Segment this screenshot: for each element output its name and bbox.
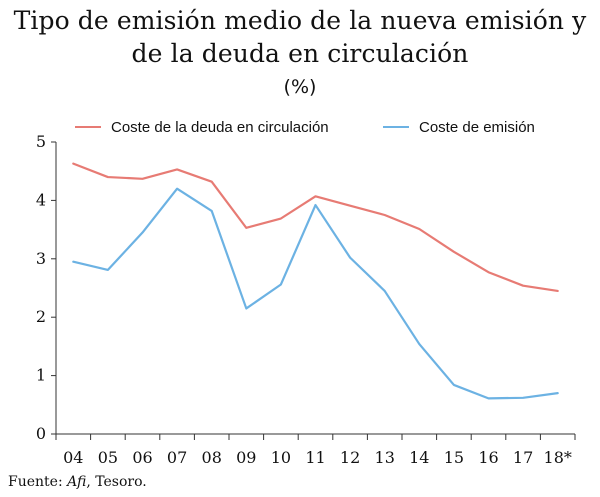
x-tick-label: 11: [305, 448, 325, 467]
source-note: Fuente: Afi, Tesoro.: [8, 474, 147, 490]
source-italic: Afi: [67, 474, 87, 490]
legend-label-deuda-circulacion: Coste de la deuda en circulación: [111, 118, 329, 136]
x-tick-label: 04: [63, 448, 83, 467]
legend-swatch-deuda-circulacion: [75, 126, 101, 128]
chart-title-line-2: de la deuda en circulación: [131, 39, 469, 68]
y-tick-label: 1: [36, 366, 46, 385]
x-tick-label: 05: [98, 448, 118, 467]
x-tick-label: 17: [513, 448, 533, 467]
legend-item-coste-emision: Coste de emisión: [383, 117, 535, 137]
y-tick-label: 5: [36, 132, 46, 151]
x-tick-label: 15: [444, 448, 464, 467]
x-tick-label: 10: [271, 448, 291, 467]
x-tick-label: 18*: [544, 448, 572, 467]
chart-subtitle: (%): [283, 76, 317, 98]
x-tick-label: 06: [132, 448, 152, 467]
chart-title-line-1: Tipo de emisión medio de la nueva emisió…: [13, 6, 587, 35]
x-tick-label: 14: [409, 448, 429, 467]
x-tick-label: 13: [375, 448, 395, 467]
x-tick-label: 09: [236, 448, 256, 467]
x-tick-label: 07: [167, 448, 187, 467]
x-tick-label: 12: [340, 448, 360, 467]
series-line-coste-emision: [72, 187, 559, 400]
legend-swatch-coste-emision: [383, 126, 409, 128]
x-tick-label: 16: [478, 448, 498, 467]
source-prefix: Fuente:: [8, 474, 68, 490]
legend-label-coste-emision: Coste de emisión: [419, 118, 535, 136]
y-tick-label: 0: [36, 424, 46, 443]
y-tick-label: 4: [36, 190, 46, 209]
source-suffix: , Tesoro.: [86, 474, 147, 490]
y-tick-label: 3: [36, 249, 46, 268]
legend-item-deuda-circulacion: Coste de la deuda en circulación: [75, 117, 329, 137]
x-tick-label: 08: [202, 448, 222, 467]
y-tick-label: 2: [36, 307, 46, 326]
